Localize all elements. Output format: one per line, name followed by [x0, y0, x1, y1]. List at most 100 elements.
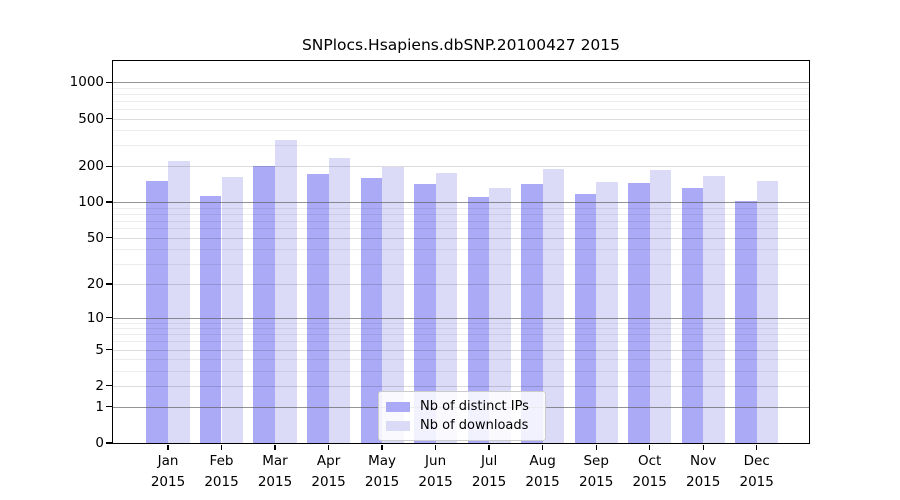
gridline-minor	[113, 130, 809, 132]
x-axis-tick-label: May 2015	[364, 453, 400, 490]
y-axis-tick-mark	[106, 406, 112, 408]
legend-row-distinct-ips: Nb of distinct IPs	[386, 397, 537, 416]
gridline-minor	[113, 359, 809, 360]
gridline-minor	[113, 237, 809, 239]
gridline-minor	[113, 385, 809, 387]
gridline-minor	[113, 284, 809, 286]
gridline-minor	[113, 100, 809, 102]
y-axis-tick-label: 10	[86, 309, 104, 326]
gridline-minor	[113, 228, 809, 230]
bar-downloads	[382, 166, 404, 443]
legend-row-downloads: Nb of downloads	[386, 416, 537, 435]
x-axis-tick-mark	[702, 445, 704, 450]
gridline-minor	[113, 207, 809, 209]
bar-downloads	[168, 160, 190, 443]
x-axis-tick-mark	[220, 445, 223, 450]
gridline-major	[113, 82, 809, 84]
gridline-minor	[113, 263, 809, 265]
y-axis-tick-mark	[106, 283, 112, 285]
bar-downloads	[596, 182, 618, 443]
x-axis-tick-mark	[488, 445, 490, 450]
plot-area: Nb of distinct IPs Nb of downloads	[112, 60, 810, 444]
bar-downloads	[328, 158, 351, 443]
bar-distinct-ips	[253, 165, 275, 443]
y-axis-tick-label: 20	[86, 276, 104, 293]
legend: Nb of distinct IPs Nb of downloads	[378, 391, 546, 441]
y-axis-tick-mark	[106, 385, 112, 387]
x-axis-tick-label: Dec 2015	[739, 453, 774, 490]
bar-downloads	[221, 176, 244, 443]
gridline-minor	[113, 370, 809, 372]
y-axis-tick-mark	[106, 81, 112, 83]
gridline-minor	[113, 118, 809, 120]
gridline-minor	[113, 249, 809, 251]
x-axis-tick-mark	[649, 445, 651, 450]
bar-downloads	[703, 175, 725, 443]
x-axis-tick-label: Apr 2015	[311, 453, 346, 490]
gridline-minor	[113, 322, 809, 324]
gridline-minor	[113, 349, 809, 351]
x-axis-tick-mark	[167, 445, 169, 450]
gridline-minor	[113, 334, 809, 336]
gridline-major	[113, 202, 809, 204]
y-axis-tick-mark	[106, 165, 112, 167]
legend-swatch-downloads-icon	[386, 420, 410, 431]
y-axis-tick-label: 500	[78, 110, 104, 127]
bar-distinct-ips	[146, 180, 168, 443]
y-axis-tick-label: 1	[95, 398, 104, 415]
gridline-minor	[113, 109, 809, 110]
bar-distinct-ips	[414, 183, 436, 443]
bar-distinct-ips	[628, 182, 650, 443]
y-axis-tick-label: 5	[95, 341, 104, 358]
y-axis-tick-label: 200	[78, 158, 104, 175]
x-axis-tick-label: Sep 2015	[579, 453, 614, 490]
bar-distinct-ips	[467, 197, 490, 443]
gridline-minor	[113, 145, 809, 147]
x-axis-tick-label: Jan 2015	[150, 453, 186, 490]
gridline-minor	[113, 328, 809, 330]
x-axis-tick-mark	[274, 445, 276, 450]
bar-downloads	[435, 172, 458, 443]
bar-downloads	[542, 169, 565, 443]
gridline-minor	[113, 385, 809, 387]
gridline-minor	[113, 166, 809, 168]
x-axis-tick-mark	[381, 445, 383, 450]
gridline-minor	[113, 94, 809, 95]
y-axis-tick-mark	[106, 348, 112, 351]
gridline-minor	[113, 213, 809, 215]
bar-downloads	[489, 188, 511, 443]
bar-downloads	[649, 170, 672, 443]
bar-distinct-ips	[681, 188, 704, 443]
x-axis-tick-label: Mar 2015	[257, 453, 293, 490]
x-axis-tick-mark	[595, 445, 597, 450]
y-axis-tick-mark	[106, 317, 112, 319]
bar-downloads	[756, 181, 779, 443]
x-axis-tick-label: Jun 2015	[418, 453, 453, 490]
gridline-minor	[113, 118, 809, 120]
legend-swatch-distinct-ips-icon	[386, 401, 410, 412]
gridline-minor	[113, 341, 809, 343]
legend-label-distinct-ips: Nb of distinct IPs	[420, 399, 529, 414]
y-axis-tick-mark	[106, 201, 112, 203]
gridline-major	[113, 317, 809, 319]
y-axis-tick-mark	[106, 442, 112, 444]
x-axis-tick-mark	[541, 445, 544, 450]
legend-label-downloads: Nb of downloads	[420, 418, 529, 433]
y-axis-tick-label: 100	[78, 194, 104, 211]
x-axis-tick-mark	[434, 445, 437, 450]
chart-title: SNPlocs.Hsapiens.dbSNP.20100427 2015	[301, 36, 621, 54]
x-axis-tick-mark	[756, 445, 758, 450]
gridline-minor	[113, 349, 809, 351]
bar-distinct-ips	[521, 183, 543, 443]
y-axis-tick-label: 1000	[69, 74, 104, 91]
gridline-minor	[113, 284, 809, 286]
bar-downloads	[275, 140, 297, 443]
gridline-minor	[113, 220, 809, 222]
x-axis-tick-label: Jul 2015	[471, 453, 507, 490]
gridline-minor	[113, 237, 809, 239]
x-axis-tick-label: Nov 2015	[686, 453, 721, 490]
bar-distinct-ips	[199, 195, 222, 443]
y-axis-tick-label: 0	[95, 435, 104, 451]
y-axis-tick-mark	[106, 117, 112, 120]
